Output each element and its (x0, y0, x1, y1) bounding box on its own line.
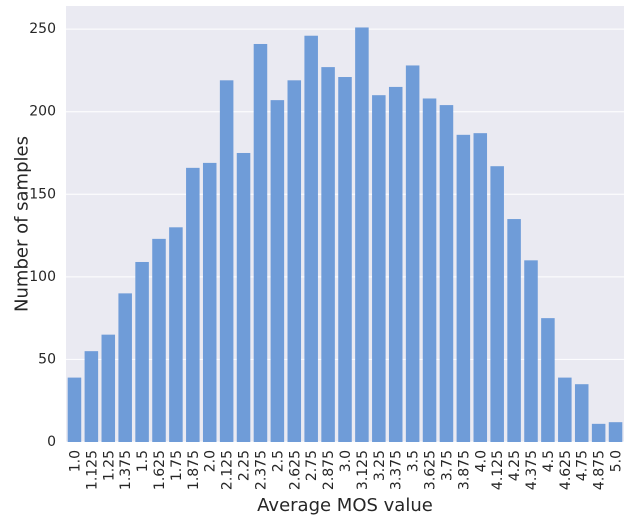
x-tick-label: 2.5 (270, 450, 286, 472)
x-tick-label: 1.625 (152, 450, 168, 490)
bar (524, 260, 538, 442)
y-tick-label: 200 (29, 104, 56, 120)
x-tick-label: 2.25 (237, 450, 253, 481)
x-tick-label: 4.625 (558, 450, 574, 490)
bar (169, 227, 183, 442)
bar (152, 238, 166, 442)
x-tick-label: 4.75 (575, 450, 591, 481)
bar (473, 133, 488, 442)
bar (135, 261, 149, 442)
x-tick-label: 1.0 (67, 450, 83, 472)
x-tick-label: 4.25 (507, 450, 523, 481)
x-tick-label: 5.0 (609, 450, 625, 472)
bar (287, 80, 302, 443)
x-tick-label: 3.5 (406, 450, 422, 472)
x-tick-label: 3.375 (389, 450, 405, 490)
bar (456, 134, 471, 442)
x-tick-label: 2.125 (220, 450, 236, 490)
x-tick-label: 1.75 (169, 450, 185, 481)
y-tick-label: 150 (29, 186, 56, 202)
bar (338, 77, 352, 443)
x-tick-label: 1.125 (84, 450, 100, 490)
x-tick-label: 3.625 (423, 450, 439, 490)
bar (84, 351, 99, 442)
x-tick-label: 2.0 (203, 450, 219, 472)
x-tick-label: 4.125 (490, 450, 506, 490)
bar (118, 293, 132, 442)
x-tick-label: 3.25 (372, 450, 388, 481)
x-tick-label: 1.25 (101, 450, 117, 481)
bar (558, 377, 572, 442)
y-tick-labels: 0 50 100 150 200 250 (29, 21, 56, 450)
bar (355, 27, 369, 442)
bar (219, 80, 234, 443)
bar (388, 86, 403, 442)
bar (574, 384, 589, 442)
bar (202, 162, 217, 443)
bar (186, 167, 200, 442)
x-tick-label: 1.375 (118, 450, 134, 490)
y-tick-label: 100 (29, 269, 56, 285)
bar (608, 422, 623, 442)
x-tick-label: 2.875 (321, 450, 337, 490)
bar (101, 334, 116, 442)
x-tick-label: 1.875 (186, 450, 202, 490)
x-tick-label: 4.375 (524, 450, 540, 490)
bar (321, 67, 335, 442)
bar (439, 105, 454, 442)
bar (236, 152, 251, 442)
bar (541, 318, 555, 442)
bar (490, 166, 504, 443)
x-tick-labels: 1.0 1.125 1.25 1.375 1.5 1.625 1.75 1.875 2.0 2.1… (67, 450, 624, 490)
bar (270, 100, 285, 443)
bar (422, 98, 437, 442)
y-axis-label: Number of samples (12, 136, 33, 312)
bar (304, 35, 318, 443)
x-tick-label: 4.5 (541, 450, 557, 472)
x-axis-label: Average MOS value (257, 495, 433, 516)
x-tick-label: 2.75 (304, 450, 320, 481)
y-tick-label: 0 (47, 434, 56, 450)
x-tick-label: 2.375 (253, 450, 269, 490)
bar (591, 423, 606, 442)
y-tick-label: 250 (29, 21, 56, 37)
x-tick-label: 4.0 (473, 450, 489, 472)
bar (253, 43, 268, 442)
x-tick-label: 1.5 (135, 450, 151, 472)
bar (372, 95, 386, 442)
x-tick-label: 3.875 (456, 450, 472, 490)
bar (405, 65, 420, 443)
bar (507, 219, 521, 442)
bar (67, 377, 82, 442)
bars (67, 27, 623, 443)
x-tick-label: 4.875 (592, 450, 608, 490)
x-tick-label: 2.625 (287, 450, 303, 490)
x-tick-label: 3.75 (439, 450, 455, 481)
y-tick-label: 50 (38, 351, 56, 367)
x-tick-label: 3.0 (338, 450, 354, 472)
x-tick-label: 3.125 (355, 450, 371, 490)
